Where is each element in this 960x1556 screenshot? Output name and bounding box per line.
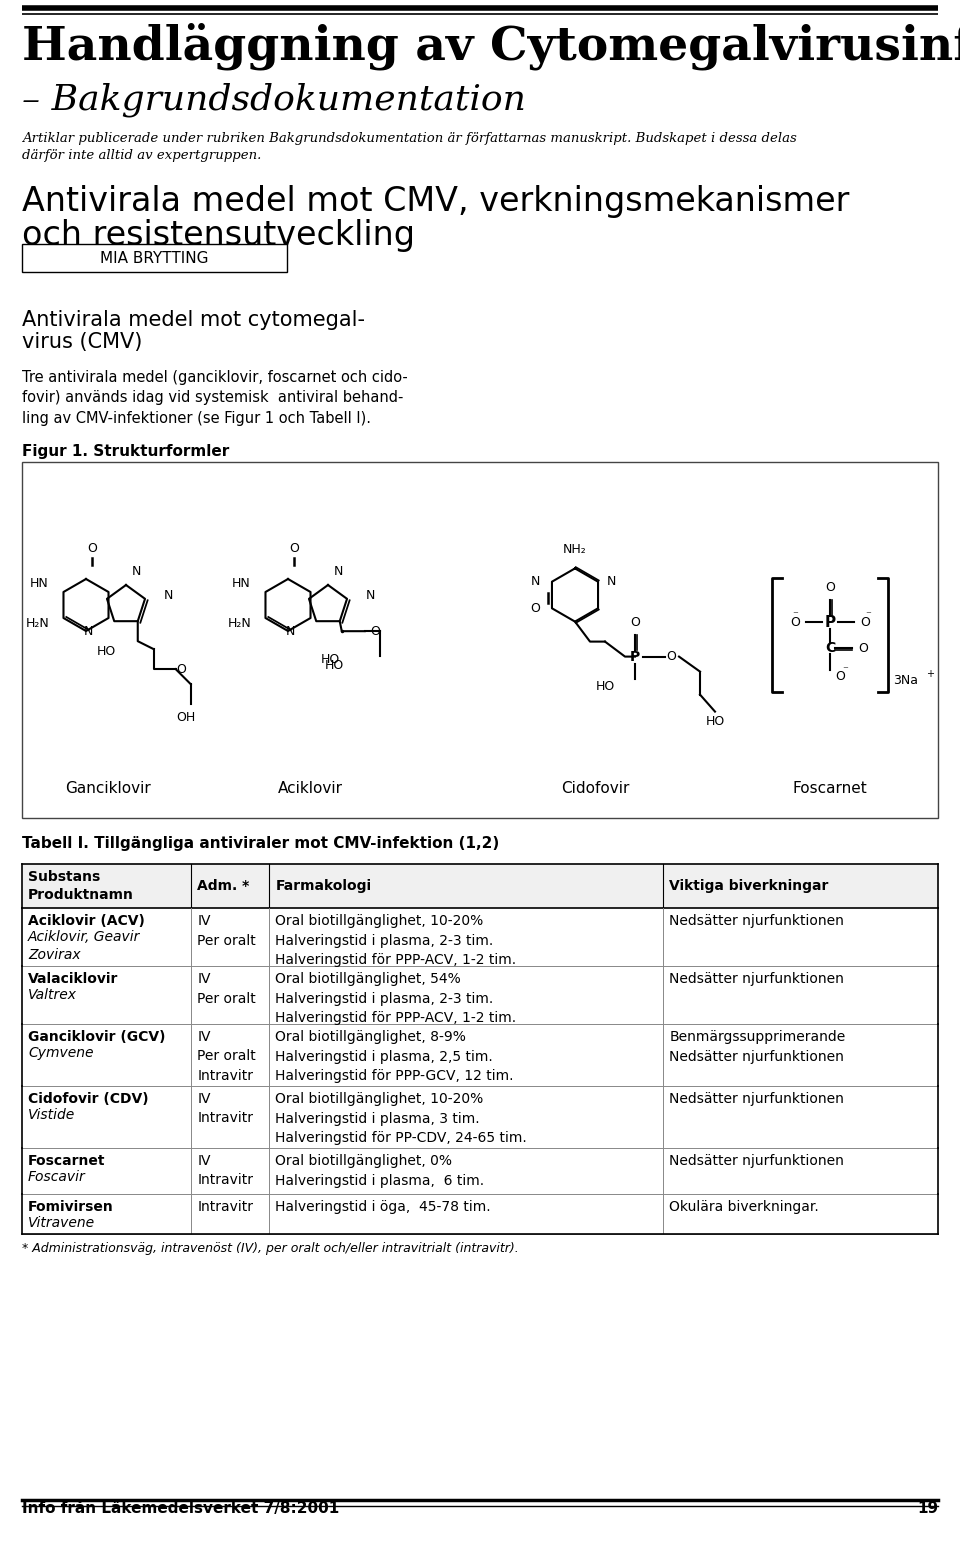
Text: Tabell I. Tillgängliga antiviraler mot CMV-infektion (1,2): Tabell I. Tillgängliga antiviraler mot C…	[22, 836, 499, 851]
Text: N: N	[163, 588, 173, 602]
Text: HN: HN	[232, 577, 251, 590]
Text: O: O	[370, 624, 380, 638]
Text: IV
Intravitr: IV Intravitr	[198, 1092, 253, 1125]
Text: N: N	[84, 624, 93, 638]
Text: Farmakologi: Farmakologi	[276, 879, 372, 893]
Text: HO: HO	[321, 652, 340, 666]
Text: N: N	[285, 624, 295, 638]
Text: ⁻: ⁻	[865, 610, 871, 619]
Text: HO: HO	[97, 644, 116, 658]
Text: Vitravene: Vitravene	[28, 1215, 95, 1229]
Text: Oral biotillgänglighet, 10-20%
Halveringstid i plasma, 3 tim.
Halveringstid för : Oral biotillgänglighet, 10-20% Halvering…	[276, 1092, 527, 1145]
Text: Ganciklovir (GCV): Ganciklovir (GCV)	[28, 1030, 165, 1044]
Text: Halveringstid i öga,  45-78 tim.: Halveringstid i öga, 45-78 tim.	[276, 1200, 491, 1214]
Text: Nedsätter njurfunktionen: Nedsätter njurfunktionen	[669, 913, 844, 927]
Text: Aciklovir: Aciklovir	[277, 781, 343, 797]
Text: Foscavir: Foscavir	[28, 1170, 85, 1184]
Text: N: N	[366, 588, 374, 602]
Bar	[22, 462, 938, 818]
Text: virus (CMV): virus (CMV)	[22, 331, 142, 352]
Text: IV
Per oralt
Intravitr: IV Per oralt Intravitr	[198, 1030, 256, 1083]
Text: Oral biotillgänglighet, 54%
Halveringstid i plasma, 2-3 tim.
Halveringstid för P: Oral biotillgänglighet, 54% Halveringsti…	[276, 972, 516, 1025]
Text: O: O	[835, 669, 845, 683]
Text: Ganciklovir: Ganciklovir	[65, 781, 151, 797]
Text: N: N	[607, 576, 616, 588]
Text: Vistide: Vistide	[28, 1108, 75, 1122]
Text: Intravitr: Intravitr	[198, 1200, 253, 1214]
Text: Oral biotillgänglighet, 8-9%
Halveringstid i plasma, 2,5 tim.
Halveringstid för : Oral biotillgänglighet, 8-9% Halveringst…	[276, 1030, 514, 1083]
Text: O: O	[858, 641, 868, 655]
Text: +: +	[926, 669, 934, 678]
Text: MIA BRYTTING: MIA BRYTTING	[100, 251, 208, 266]
Text: Substans
Produktnamn: Substans Produktnamn	[28, 870, 133, 901]
Text: Antivirala medel mot CMV, verkningsmekanismer: Antivirala medel mot CMV, verkningsmekan…	[22, 185, 850, 218]
Text: O: O	[289, 541, 299, 555]
Text: Valtrex: Valtrex	[28, 988, 77, 1002]
Text: N: N	[531, 576, 540, 588]
Text: N: N	[333, 565, 343, 577]
Text: 19: 19	[917, 1502, 938, 1516]
Text: Cidofovir: Cidofovir	[561, 781, 629, 797]
Text: P: P	[630, 649, 640, 663]
Text: ⁻: ⁻	[792, 610, 798, 619]
Text: H₂N: H₂N	[26, 616, 50, 630]
Text: O: O	[860, 616, 870, 629]
Text: Benmärgssupprimerande
Nedsätter njurfunktionen: Benmärgssupprimerande Nedsätter njurfunk…	[669, 1030, 846, 1063]
Text: Nedsätter njurfunktionen: Nedsätter njurfunktionen	[669, 972, 844, 987]
Text: N: N	[132, 565, 141, 577]
Text: Antivirala medel mot cytomegal-: Antivirala medel mot cytomegal-	[22, 310, 365, 330]
Text: Adm. *: Adm. *	[198, 879, 250, 893]
Text: – Bakgrundsdokumentation: – Bakgrundsdokumentation	[22, 82, 526, 117]
Text: O: O	[790, 616, 800, 629]
Text: C: C	[825, 641, 835, 655]
Text: OH: OH	[176, 711, 196, 724]
Text: Aciklovir, Geavir
Zovirax: Aciklovir, Geavir Zovirax	[28, 930, 140, 963]
Text: Cymvene: Cymvene	[28, 1046, 93, 1060]
Text: Oral biotillgänglighet, 0%
Halveringstid i plasma,  6 tim.: Oral biotillgänglighet, 0% Halveringstid…	[276, 1155, 485, 1187]
Text: Info från Läkemedelsverket 7/8:2001: Info från Läkemedelsverket 7/8:2001	[22, 1502, 339, 1516]
Text: IV
Per oralt: IV Per oralt	[198, 913, 256, 948]
Text: NH₂: NH₂	[564, 543, 587, 557]
Text: O: O	[825, 580, 835, 594]
Text: Viktiga biverkningar: Viktiga biverkningar	[669, 879, 828, 893]
Text: 3Na: 3Na	[893, 674, 918, 686]
Text: O: O	[87, 541, 97, 555]
Text: H₂N: H₂N	[228, 616, 252, 630]
Text: Handläggning av Cytomegalvirusinfektioner: Handläggning av Cytomegalvirusinfektione…	[22, 22, 960, 70]
Text: * Administrationsväg, intravenöst (IV), per oralt och/eller intravitrialt (intra: * Administrationsväg, intravenöst (IV), …	[22, 1242, 518, 1256]
Text: Figur 1. Strukturformler: Figur 1. Strukturformler	[22, 443, 229, 459]
Text: HO: HO	[596, 680, 615, 692]
Text: Nedsätter njurfunktionen: Nedsätter njurfunktionen	[669, 1092, 844, 1106]
Text: Artiklar publicerade under rubriken Bakgrundsdokumentation är författarnas manus: Artiklar publicerade under rubriken Bakg…	[22, 132, 797, 162]
Text: HO: HO	[706, 714, 725, 728]
Text: Okulära biverkningar.: Okulära biverkningar.	[669, 1200, 819, 1214]
Text: O: O	[531, 602, 540, 615]
Text: Fomivirsen: Fomivirsen	[28, 1200, 113, 1214]
Bar	[22, 864, 938, 909]
Text: O: O	[630, 616, 640, 629]
Text: IV
Per oralt: IV Per oralt	[198, 972, 256, 1005]
Text: Oral biotillgänglighet, 10-20%
Halveringstid i plasma, 2-3 tim.
Halveringstid fö: Oral biotillgänglighet, 10-20% Halvering…	[276, 913, 516, 966]
Text: Aciklovir (ACV): Aciklovir (ACV)	[28, 913, 145, 927]
Text: Foscarnet: Foscarnet	[28, 1155, 106, 1169]
Text: ⁻: ⁻	[842, 664, 848, 675]
Text: O: O	[176, 663, 185, 675]
Text: Foscarnet: Foscarnet	[793, 781, 868, 797]
Text: och resistensutveckling: och resistensutveckling	[22, 219, 415, 252]
Text: Valaciklovir: Valaciklovir	[28, 972, 118, 987]
Text: P: P	[825, 615, 835, 630]
Text: HO: HO	[325, 660, 345, 672]
Text: IV
Intravitr: IV Intravitr	[198, 1155, 253, 1187]
Text: HN: HN	[30, 577, 49, 590]
Text: Nedsätter njurfunktionen: Nedsätter njurfunktionen	[669, 1155, 844, 1169]
Text: Tre antivirala medel (ganciklovir, foscarnet och cido-
fovir) används idag vid s: Tre antivirala medel (ganciklovir, fosca…	[22, 370, 408, 426]
Text: O: O	[666, 650, 676, 663]
Text: Cidofovir (CDV): Cidofovir (CDV)	[28, 1092, 149, 1106]
Bar	[22, 244, 287, 272]
